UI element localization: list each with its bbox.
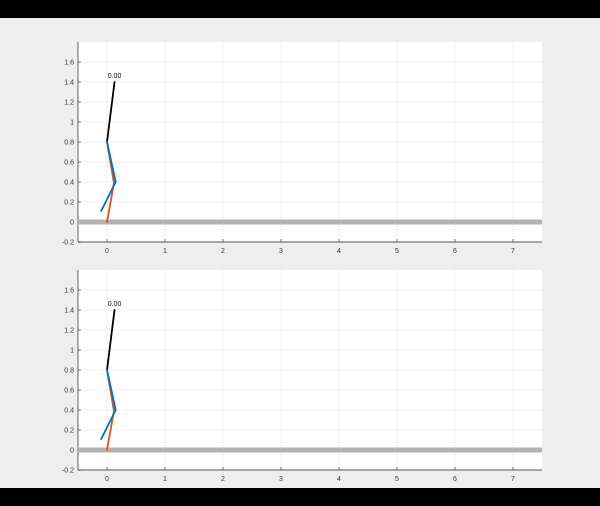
plot1-y-tick-label: 1.2	[64, 100, 74, 107]
plot1-y-tick-label: 1	[70, 120, 74, 127]
plot1-y-tick-label: -0.2	[62, 240, 74, 247]
plot1-x-tick-label: 5	[395, 248, 399, 255]
plot1-ground	[78, 219, 542, 225]
plot2-y-tick-label: -0.2	[62, 468, 74, 475]
plot2-series-line-3	[100, 369, 117, 440]
plot1-x-tick-label: 2	[221, 248, 225, 255]
plot1-x-tick-label: 7	[511, 248, 515, 255]
plot2-x-tick-label: 0	[105, 476, 109, 483]
plot2-x-tick-label: 4	[337, 476, 341, 483]
plot2-y-tick-label: 0.6	[64, 388, 74, 395]
plot2-y-tick-label: 1.4	[64, 308, 74, 315]
plot1-x-tick-label: 0	[105, 248, 109, 255]
plot2-y-tick-label: 0	[70, 448, 74, 455]
plot1-x-tick-label: 4	[337, 248, 341, 255]
plot2-series-line-1	[106, 309, 116, 371]
plot2-x-tick-label: 3	[279, 476, 283, 483]
figure-window: 0 1 2 3 4 5 6 7 -0.2 0 0.2 0.4 0.6 0.8 1 1.2 1.4 1.6 0.00 0…	[0, 18, 600, 488]
plot2-y-tick-label: 1.6	[64, 288, 74, 295]
plot1-x-tick-label: 3	[279, 248, 283, 255]
plot2-x-tick-label: 5	[395, 476, 399, 483]
plot1-y-tick-label: 0.6	[64, 160, 74, 167]
plot2-y-tick-label: 1	[70, 348, 74, 355]
plot1-y-tick-label: 0.8	[64, 140, 74, 147]
plot1-x-tick-label: 1	[163, 248, 167, 255]
plot1-series-line-3	[100, 141, 117, 212]
plot2-x-tick-label: 2	[221, 476, 225, 483]
plot2-y-tick-label: 0.8	[64, 368, 74, 375]
plot2-x-tick-label: 6	[453, 476, 457, 483]
plot-top: 0 1 2 3 4 5 6 7 -0.2 0 0.2 0.4 0.6 0.8 1 1.2 1.4 1.6 0.00 0…	[62, 42, 542, 483]
plot2-y-tick-label: 0.2	[64, 428, 74, 435]
plot1-y-tick-label: 1.4	[64, 80, 74, 87]
plot1-time-label: 0.00	[108, 73, 122, 80]
plot1-x-tick-label: 6	[453, 248, 457, 255]
plot1-series-line-1	[106, 81, 116, 143]
plot1-y-tick-label: 1.6	[64, 60, 74, 67]
plot2-y-tick-label: 0.4	[64, 408, 74, 415]
plot1-y-tick-label: 0	[70, 220, 74, 227]
plot2-y-tick-label: 1.2	[64, 328, 74, 335]
plot1-y-tick-label: 0.4	[64, 180, 74, 187]
plot2-ground	[78, 447, 542, 453]
plot2-x-tick-label: 7	[511, 476, 515, 483]
plot2-time-label: 0.00	[108, 301, 122, 308]
plot1-y-tick-label: 0.2	[64, 200, 74, 207]
plot2-x-tick-label: 1	[163, 476, 167, 483]
